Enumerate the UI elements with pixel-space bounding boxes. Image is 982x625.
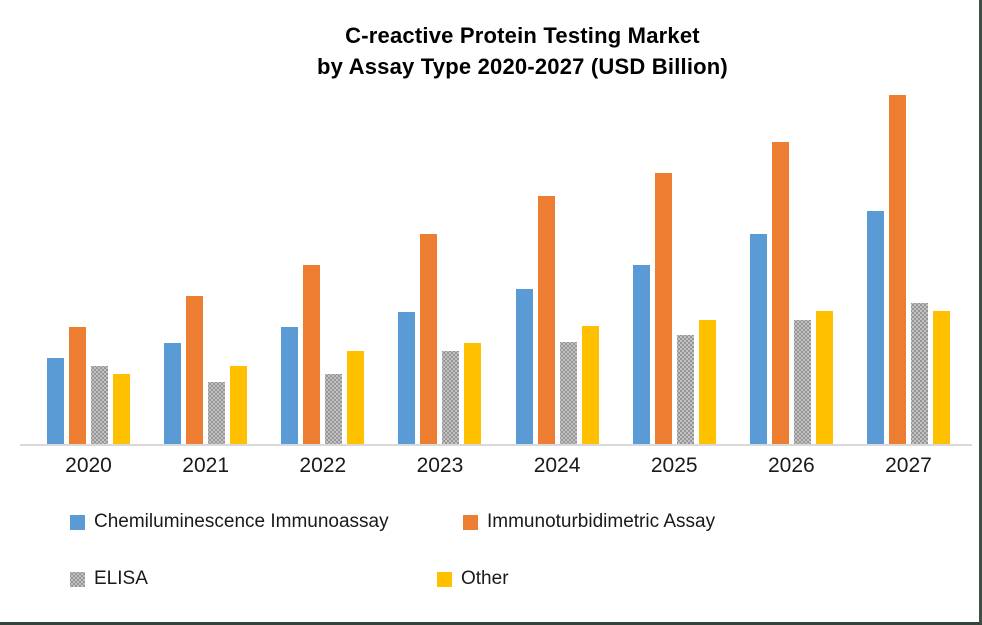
- bar-group-2020: 2020: [47, 86, 130, 477]
- legend-item-other: Other: [437, 568, 509, 590]
- bar-other-2020: [113, 374, 130, 444]
- bar-group-2023: 2023: [398, 86, 482, 477]
- bar-elisa-2024: [559, 342, 577, 444]
- legend-swatch-icon: [70, 514, 85, 530]
- legend-item-elisa: ELISA: [70, 568, 148, 590]
- bar-immunoturbidimetric-assay-2024: [537, 196, 555, 444]
- bar-other-2023: [464, 343, 482, 444]
- bar-chemiluminescence-immunoassay-2026: [749, 234, 767, 444]
- chart-title-line1: C-reactive Protein Testing Market: [345, 23, 700, 48]
- bar-chemiluminescence-immunoassay-2021: [164, 343, 182, 444]
- bar-chemiluminescence-immunoassay-2024: [515, 289, 533, 444]
- chart-title: C-reactive Protein Testing Market by Ass…: [70, 20, 975, 82]
- bar-immunoturbidimetric-assay-2020: [69, 327, 86, 444]
- x-axis-label-2027: 2027: [885, 454, 932, 477]
- bar-group-2022: 2022: [281, 86, 365, 477]
- bar-group-2024: 2024: [515, 86, 599, 477]
- bar-group-2026: 2026: [749, 86, 833, 477]
- bar-immunoturbidimetric-assay-2022: [303, 265, 321, 444]
- legend-item-immunoturbidimetric-assay: Immunoturbidimetric Assay: [463, 511, 715, 533]
- chart-title-line2: by Assay Type 2020-2027 (USD Billion): [317, 54, 728, 79]
- bar-other-2027: [932, 311, 950, 444]
- bar-elisa-2026: [793, 320, 811, 444]
- legend-swatch-icon: [463, 514, 478, 530]
- legend-item-chemiluminescence-immunoassay: Chemiluminescence Immunoassay: [70, 511, 389, 533]
- x-axis-label-2023: 2023: [416, 454, 464, 477]
- bar-chemiluminescence-immunoassay-2023: [398, 312, 416, 444]
- bar-immunoturbidimetric-assay-2023: [420, 234, 438, 444]
- bar-elisa-2025: [676, 335, 694, 444]
- bar-immunoturbidimetric-assay-2025: [654, 173, 672, 444]
- bar-immunoturbidimetric-assay-2021: [186, 296, 204, 444]
- x-axis-label-2025: 2025: [650, 454, 698, 477]
- bar-group-2027: 2027: [866, 86, 950, 477]
- bar-other-2022: [347, 351, 365, 444]
- x-axis-label-2021: 2021: [182, 454, 229, 477]
- legend-label: Immunoturbidimetric Assay: [487, 511, 716, 532]
- bar-other-2026: [815, 311, 833, 444]
- bar-elisa-2027: [910, 303, 928, 444]
- bar-chemiluminescence-immunoassay-2027: [866, 211, 884, 444]
- bar-immunoturbidimetric-assay-2027: [888, 95, 906, 444]
- x-axis-label-2022: 2022: [299, 454, 347, 477]
- plot-area: 2020 2021 2022 2023 2024 2025 2026 2027: [20, 86, 972, 477]
- bar-elisa-2022: [325, 374, 343, 444]
- bar-group-2021: 2021: [164, 86, 248, 477]
- bar-elisa-2020: [91, 366, 108, 444]
- bar-elisa-2023: [442, 351, 460, 444]
- x-axis-label-2020: 2020: [65, 454, 112, 477]
- bar-other-2021: [230, 366, 248, 444]
- bar-immunoturbidimetric-assay-2026: [771, 142, 789, 444]
- legend-label: ELISA: [94, 568, 148, 589]
- bar-chemiluminescence-immunoassay-2022: [281, 327, 299, 444]
- legend-label: Chemiluminescence Immunoassay: [94, 511, 389, 532]
- x-axis-label-2026: 2026: [767, 454, 815, 477]
- bar-other-2025: [698, 320, 716, 444]
- legend-swatch-icon: [70, 571, 85, 587]
- bar-chemiluminescence-immunoassay-2025: [632, 265, 650, 444]
- bar-elisa-2021: [208, 382, 226, 444]
- bar-other-2024: [581, 326, 599, 444]
- bar-chemiluminescence-immunoassay-2020: [47, 358, 64, 444]
- legend-label: Other: [461, 568, 509, 589]
- x-axis-label-2024: 2024: [533, 454, 581, 477]
- bar-group-2025: 2025: [632, 86, 716, 477]
- legend-swatch-icon: [437, 571, 452, 587]
